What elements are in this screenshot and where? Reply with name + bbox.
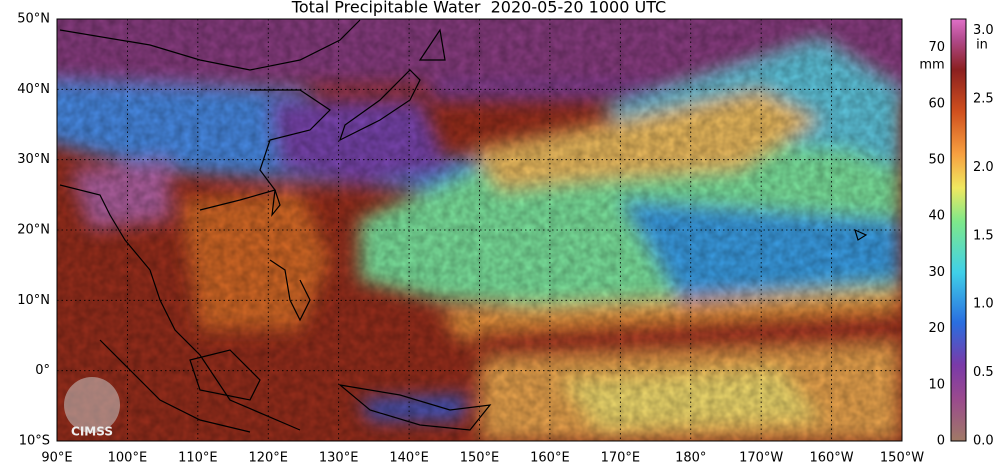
logo: CIMSS (64, 377, 120, 439)
colorbar-mm-label: 0 (937, 434, 945, 449)
lon-label: 150°E (460, 451, 500, 466)
lon-label: 150°W (880, 451, 924, 466)
lon-label: 90°E (41, 451, 72, 466)
lon-label: 110°E (178, 451, 218, 466)
colorbar-mm-label: 10 (928, 377, 945, 392)
lon-label: 170°W (739, 451, 783, 466)
colorbar-in-label: 1.0 (973, 297, 994, 312)
satellite-image (57, 19, 902, 441)
lat-label: 10°S (19, 434, 50, 449)
lon-label: 130°E (319, 451, 359, 466)
lat-label: 10°N (17, 293, 50, 308)
colorbar-in-label: 0.0 (973, 434, 994, 449)
colorbar-in-label: 2.0 (973, 160, 994, 175)
colorbar-mm-label: 50 (928, 153, 945, 168)
lon-label: 160°W (809, 451, 853, 466)
lon-label: 160°E (530, 451, 570, 466)
lat-label: 50°N (17, 12, 50, 27)
colorbar (950, 18, 967, 442)
colorbar-in-label: 3.0 (973, 23, 994, 38)
colorbar-unit-mm: mm (919, 58, 944, 73)
lon-label: 170°E (601, 451, 641, 466)
lat-label: 0° (35, 363, 50, 378)
lat-label: 20°N (17, 223, 50, 238)
lat-label: 30°N (17, 152, 50, 167)
colorbar-in-label: 2.5 (973, 92, 994, 107)
coastlines (59, 19, 868, 433)
logo-text: CIMSS (71, 425, 113, 439)
map-frame (56, 18, 903, 442)
graticule (57, 19, 902, 441)
lon-label: 120°E (248, 451, 288, 466)
lon-label: 100°E (108, 451, 148, 466)
colorbar-mm-label: 40 (928, 209, 945, 224)
map-title: Total Precipitable Water 2020-05-20 1000… (291, 0, 666, 17)
colorbar-mm-label: 70 (928, 40, 945, 55)
colorbar-unit-in: in (976, 38, 988, 53)
colorbar-mm-label: 60 (928, 96, 945, 111)
lon-label: 180° (675, 451, 706, 466)
colorbar-in-label: 0.5 (973, 365, 994, 380)
colorbar-mm-label: 30 (928, 265, 945, 280)
lat-label: 40°N (17, 82, 50, 97)
lon-label: 140°E (389, 451, 429, 466)
colorbar-in-label: 1.5 (973, 228, 994, 243)
colorbar-mm-label: 20 (928, 321, 945, 336)
